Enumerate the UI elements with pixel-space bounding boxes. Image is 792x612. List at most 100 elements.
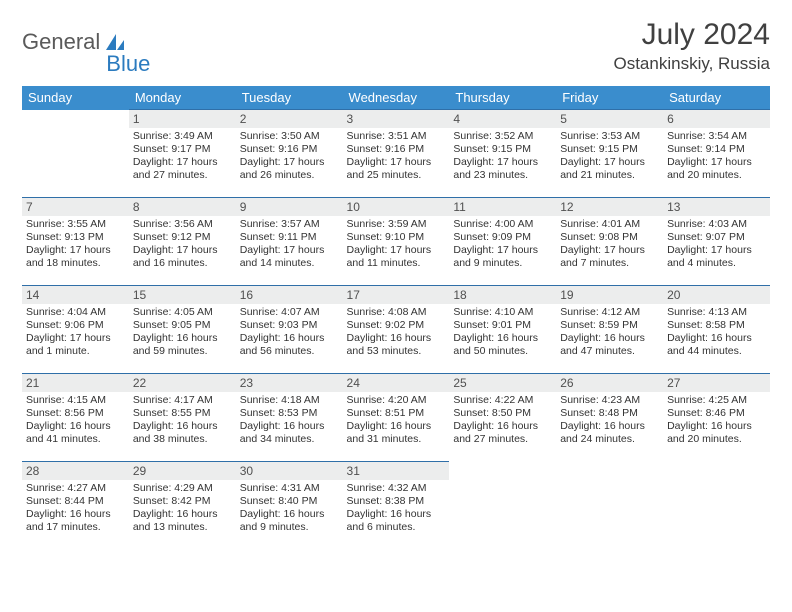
day-detail-text: Sunrise: 4:15 AMSunset: 8:56 PMDaylight:… [26,394,125,447]
calendar-day-cell: 9 Sunrise: 3:57 AMSunset: 9:11 PMDaylight… [236,198,343,286]
day-detail-text: Sunrise: 3:51 AMSunset: 9:16 PMDaylight:… [347,130,446,183]
calendar-day-cell: 8 Sunrise: 3:56 AMSunset: 9:12 PMDaylight… [129,198,236,286]
day-number: 30 [236,462,343,480]
location: Ostankinskiy, Russia [613,54,770,74]
day-detail-text: Sunrise: 4:12 AMSunset: 8:59 PMDaylight:… [560,306,659,359]
calendar-week-row: 1Sunrise: 3:49 AMSunset: 9:17 PMDaylight… [22,110,770,198]
month-title: July 2024 [613,18,770,52]
calendar-day-cell: 20 Sunrise: 4:13 AMSunset: 8:58 PMDayligh… [663,286,770,374]
day-detail-text: Sunrise: 4:27 AMSunset: 8:44 PMDaylight:… [26,482,125,535]
calendar-day-cell: 19 Sunrise: 4:12 AMSunset: 8:59 PMDayligh… [556,286,663,374]
weekday-header: Sunday [22,86,129,110]
day-detail-text: Sunrise: 3:56 AMSunset: 9:12 PMDaylight:… [133,218,232,271]
calendar-header-row: SundayMondayTuesdayWednesdayThursdayFrid… [22,86,770,110]
calendar-day-cell [663,462,770,550]
day-detail-text: Sunrise: 4:22 AMSunset: 8:50 PMDaylight:… [453,394,552,447]
day-number: 21 [22,374,129,392]
calendar-day-cell: 28 Sunrise: 4:27 AMSunset: 8:44 PMDayligh… [22,462,129,550]
calendar-day-cell: 12 Sunrise: 4:01 AMSunset: 9:08 PMDayligh… [556,198,663,286]
day-detail-text: Sunrise: 4:31 AMSunset: 8:40 PMDaylight:… [240,482,339,535]
day-number: 28 [22,462,129,480]
calendar-table: SundayMondayTuesdayWednesdayThursdayFrid… [22,86,770,550]
day-number: 6 [663,110,770,128]
calendar-week-row: 21 Sunrise: 4:15 AMSunset: 8:56 PMDayligh… [22,374,770,462]
day-detail-text: Sunrise: 3:52 AMSunset: 9:15 PMDaylight:… [453,130,552,183]
day-number: 25 [449,374,556,392]
calendar-day-cell: 21 Sunrise: 4:15 AMSunset: 8:56 PMDayligh… [22,374,129,462]
calendar-day-cell: 10Sunrise: 3:59 AMSunset: 9:10 PMDayligh… [343,198,450,286]
calendar-day-cell: 22Sunrise: 4:17 AMSunset: 8:55 PMDayligh… [129,374,236,462]
day-detail-text: Sunrise: 3:57 AMSunset: 9:11 PMDaylight:… [240,218,339,271]
day-detail-text: Sunrise: 4:32 AMSunset: 8:38 PMDaylight:… [347,482,446,535]
weekday-header: Tuesday [236,86,343,110]
day-number: 15 [129,286,236,304]
day-detail-text: Sunrise: 4:13 AMSunset: 8:58 PMDaylight:… [667,306,766,359]
logo-text-general: General [22,29,100,55]
weekday-header: Monday [129,86,236,110]
day-number: 13 [663,198,770,216]
day-number: 7 [22,198,129,216]
day-number: 20 [663,286,770,304]
calendar-week-row: 7Sunrise: 3:55 AMSunset: 9:13 PMDaylight… [22,198,770,286]
day-detail-text: Sunrise: 4:23 AMSunset: 8:48 PMDaylight:… [560,394,659,447]
calendar-day-cell: 14Sunrise: 4:04 AMSunset: 9:06 PMDayligh… [22,286,129,374]
day-detail-text: Sunrise: 4:20 AMSunset: 8:51 PMDaylight:… [347,394,446,447]
weekday-header: Thursday [449,86,556,110]
calendar-day-cell: 4 Sunrise: 3:52 AMSunset: 9:15 PMDaylight… [449,110,556,198]
calendar-day-cell: 27 Sunrise: 4:25 AMSunset: 8:46 PMDayligh… [663,374,770,462]
calendar-day-cell: 25 Sunrise: 4:22 AMSunset: 8:50 PMDayligh… [449,374,556,462]
calendar-week-row: 28 Sunrise: 4:27 AMSunset: 8:44 PMDayligh… [22,462,770,550]
day-number: 1 [129,110,236,128]
calendar-day-cell: 6 Sunrise: 3:54 AMSunset: 9:14 PMDaylight… [663,110,770,198]
day-number: 19 [556,286,663,304]
day-detail-text: Sunrise: 4:01 AMSunset: 9:08 PMDaylight:… [560,218,659,271]
day-detail-text: Sunrise: 3:59 AMSunset: 9:10 PMDaylight:… [347,218,446,271]
calendar-day-cell: 11 Sunrise: 4:00 AMSunset: 9:09 PMDayligh… [449,198,556,286]
day-number: 5 [556,110,663,128]
day-number: 27 [663,374,770,392]
calendar-day-cell: 23 Sunrise: 4:18 AMSunset: 8:53 PMDayligh… [236,374,343,462]
calendar-day-cell: 3 Sunrise: 3:51 AMSunset: 9:16 PMDaylight… [343,110,450,198]
weekday-header: Saturday [663,86,770,110]
day-number: 23 [236,374,343,392]
day-number: 29 [129,462,236,480]
day-detail-text: Sunrise: 4:07 AMSunset: 9:03 PMDaylight:… [240,306,339,359]
day-number: 8 [129,198,236,216]
day-number: 26 [556,374,663,392]
day-detail-text: Sunrise: 4:29 AMSunset: 8:42 PMDaylight:… [133,482,232,535]
day-number: 4 [449,110,556,128]
day-number: 31 [343,462,450,480]
day-detail-text: Sunrise: 3:53 AMSunset: 9:15 PMDaylight:… [560,130,659,183]
day-number: 17 [343,286,450,304]
calendar-day-cell: 26 Sunrise: 4:23 AMSunset: 8:48 PMDayligh… [556,374,663,462]
day-detail-text: Sunrise: 4:25 AMSunset: 8:46 PMDaylight:… [667,394,766,447]
day-detail-text: Sunrise: 3:50 AMSunset: 9:16 PMDaylight:… [240,130,339,183]
day-detail-text: Sunrise: 4:00 AMSunset: 9:09 PMDaylight:… [453,218,552,271]
day-detail-text: Sunrise: 3:54 AMSunset: 9:14 PMDaylight:… [667,130,766,183]
day-number: 3 [343,110,450,128]
calendar-day-cell: 5 Sunrise: 3:53 AMSunset: 9:15 PMDaylight… [556,110,663,198]
day-number: 9 [236,198,343,216]
day-number: 14 [22,286,129,304]
calendar-day-cell: 7Sunrise: 3:55 AMSunset: 9:13 PMDaylight… [22,198,129,286]
day-number: 12 [556,198,663,216]
calendar-day-cell [556,462,663,550]
logo: General Blue [22,18,150,66]
day-number: 24 [343,374,450,392]
calendar-day-cell: 2 Sunrise: 3:50 AMSunset: 9:16 PMDaylight… [236,110,343,198]
day-detail-text: Sunrise: 4:18 AMSunset: 8:53 PMDaylight:… [240,394,339,447]
calendar-day-cell: 18 Sunrise: 4:10 AMSunset: 9:01 PMDayligh… [449,286,556,374]
calendar-day-cell [449,462,556,550]
calendar-day-cell: 17Sunrise: 4:08 AMSunset: 9:02 PMDayligh… [343,286,450,374]
day-detail-text: Sunrise: 4:10 AMSunset: 9:01 PMDaylight:… [453,306,552,359]
weekday-header: Wednesday [343,86,450,110]
title-block: July 2024 Ostankinskiy, Russia [613,18,770,74]
weekday-header: Friday [556,86,663,110]
day-number: 22 [129,374,236,392]
calendar-day-cell: 29 Sunrise: 4:29 AMSunset: 8:42 PMDayligh… [129,462,236,550]
day-number: 18 [449,286,556,304]
day-number: 2 [236,110,343,128]
day-number: 11 [449,198,556,216]
day-detail-text: Sunrise: 4:05 AMSunset: 9:05 PMDaylight:… [133,306,232,359]
day-number: 16 [236,286,343,304]
